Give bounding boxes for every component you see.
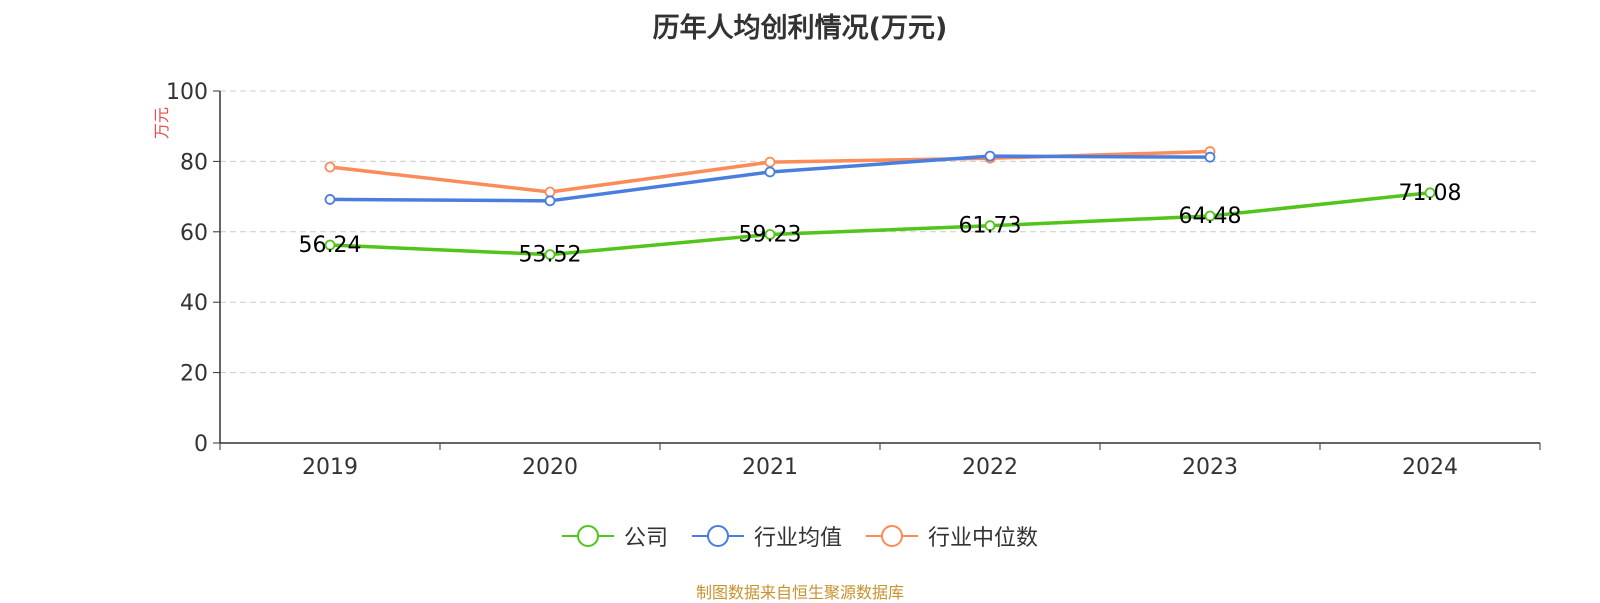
data-point-2 (544, 186, 556, 198)
legend-label-company: 公司 (623, 526, 668, 551)
data-label: 61.73 (959, 214, 1022, 239)
x-tick-label: 2019 (302, 455, 358, 480)
x-tick-label: 2020 (522, 455, 578, 480)
data-point-0 (1204, 210, 1216, 222)
legend-line-circle-icon (561, 525, 614, 547)
data-point-0 (764, 229, 776, 240)
legend-line-circle-icon (691, 525, 744, 547)
data-point-1 (544, 195, 556, 207)
data-label: 59.23 (739, 223, 802, 248)
legend-line-circle-icon (866, 525, 918, 547)
x-tick-label: 2021 (742, 455, 798, 480)
data-point-1 (764, 166, 776, 178)
y-tick-label: 100 (166, 80, 208, 105)
legend-item-industry-mean[interactable]: 行业均值 (691, 520, 842, 552)
data-label: 53.52 (519, 243, 582, 268)
x-tick-label: 2023 (1182, 455, 1238, 480)
y-tick-label: 40 (180, 291, 208, 316)
y-tick-label: 20 (180, 362, 208, 387)
data-point-0 (1424, 187, 1436, 199)
data-point-2 (764, 156, 776, 168)
y-tick-label: 0 (194, 432, 208, 457)
data-point-1 (1204, 151, 1216, 163)
data-label: 71.08 (1399, 181, 1462, 206)
legend-label-industry-median: 行业中位数 (928, 526, 1039, 551)
x-tick-label: 2022 (962, 455, 1018, 480)
y-tick-label: 80 (180, 150, 208, 175)
legend: 公司 行业均值 行业中位数 (0, 520, 1600, 552)
legend-item-company[interactable]: 公司 (561, 520, 668, 552)
series-line-0 (329, 191, 1431, 257)
source-note: 制图数据来自恒生聚源数据库 (695, 583, 904, 602)
data-point-0 (984, 220, 996, 232)
y-axis-label: 万元 (152, 107, 171, 139)
data-label: 56.24 (299, 233, 362, 258)
legend-item-industry-median[interactable]: 行业中位数 (866, 520, 1038, 552)
chart-title: 历年人均创利情况(万元) (652, 13, 948, 44)
y-tick-label: 60 (180, 221, 208, 246)
data-point-1 (324, 194, 336, 205)
legend-label-industry-mean: 行业均值 (753, 526, 842, 551)
data-label: 64.48 (1179, 204, 1242, 229)
x-tick-label: 2024 (1402, 455, 1458, 480)
data-point-1 (984, 150, 996, 162)
data-point-2 (324, 161, 336, 173)
data-point-0 (544, 249, 556, 261)
data-point-0 (324, 239, 336, 251)
